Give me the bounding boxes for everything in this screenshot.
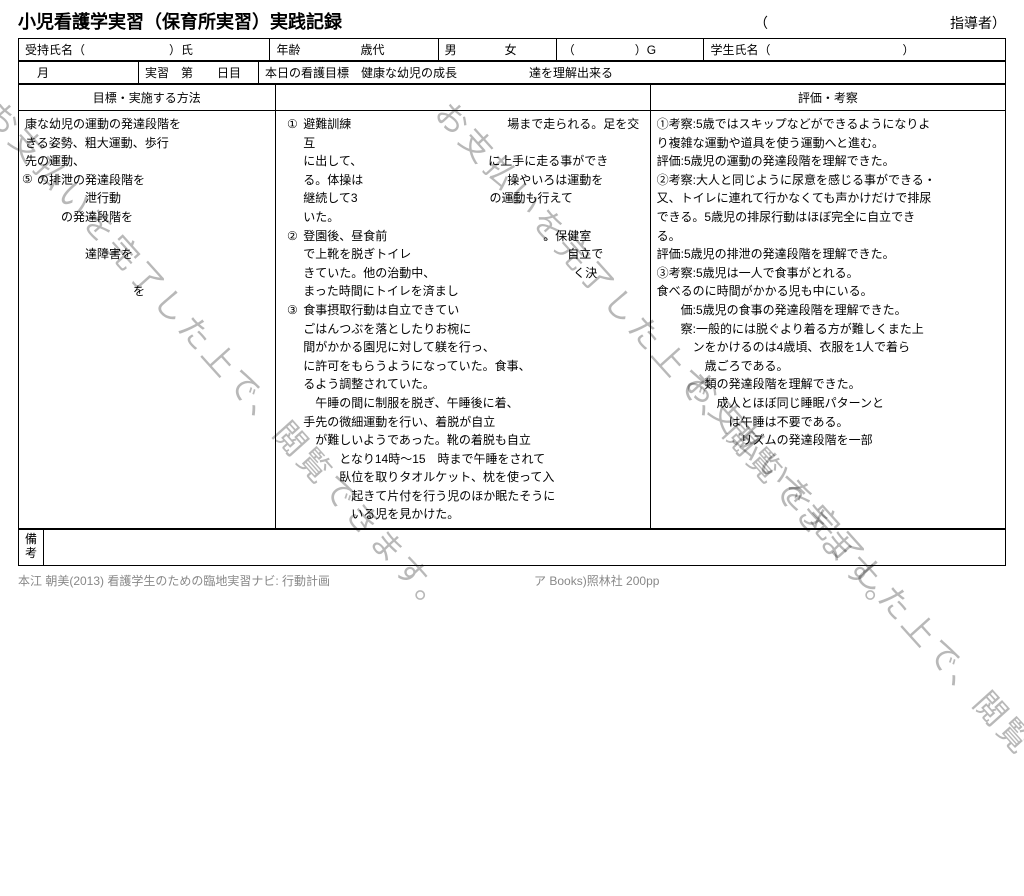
instructor-field: （ 指導者）	[754, 13, 1006, 33]
notes-table: 備考	[18, 529, 1006, 566]
main-content-table: 目標・実施する方法 評価・考察 康な幼児の運動の発達段階をきる姿勢、粗大運動、歩…	[18, 84, 1006, 529]
month-field: 月	[19, 62, 139, 84]
ukemochi-name: 受持氏名（ ）氏	[19, 39, 270, 61]
header-row1: 受持氏名（ ）氏 年齢 歳代 男 女 （ ）G 学生氏名（ ）	[18, 38, 1006, 61]
age-field: 年齢 歳代	[270, 39, 438, 61]
title-type: 実践記録	[270, 8, 342, 34]
goal-content: 康な幼児の運動の発達段階をきる姿勢、粗大運動、歩行先の運動、 の排泄の発達段階を…	[19, 111, 276, 529]
title-main: 小児看護学実習	[18, 8, 144, 34]
header-row2: 月 実習 第 日目 本日の看護目標 健康な幼児の成長 達を理解出来る	[18, 61, 1006, 84]
group-field: （ ）G	[556, 39, 704, 61]
left-marker: ⑤	[22, 172, 33, 186]
notes-content	[44, 530, 1006, 566]
daily-goal: 本日の看護目標 健康な幼児の成長 達を理解出来る	[259, 62, 1006, 84]
implementation-content: ①避難訓練 場まで走られる。足を交互に出して、 に上手に走る事ができる。体操は …	[275, 111, 650, 529]
practice-day: 実習 第 日目	[139, 62, 259, 84]
evaluation-content: ①考察:5歳ではスキップなどができるようになりより複雑な運動や道具を使う運動へと…	[650, 111, 1005, 529]
notes-label: 備考	[19, 530, 44, 566]
footer-citation: 本江 朝美(2013) 看護学生のための臨地実習ナビ: 行動計画 ア Books…	[18, 572, 1006, 589]
sex-field: 男 女	[438, 39, 556, 61]
title-sub: （保育所実習）	[144, 8, 270, 34]
student-name: 学生氏名（ ）	[704, 39, 1006, 61]
col-header-goal: 目標・実施する方法	[19, 85, 276, 111]
col-header-impl	[275, 85, 650, 111]
document-title: 小児看護学実習 （保育所実習） 実践記録 （ 指導者）	[18, 8, 1006, 34]
col-header-eval: 評価・考察	[650, 85, 1005, 111]
